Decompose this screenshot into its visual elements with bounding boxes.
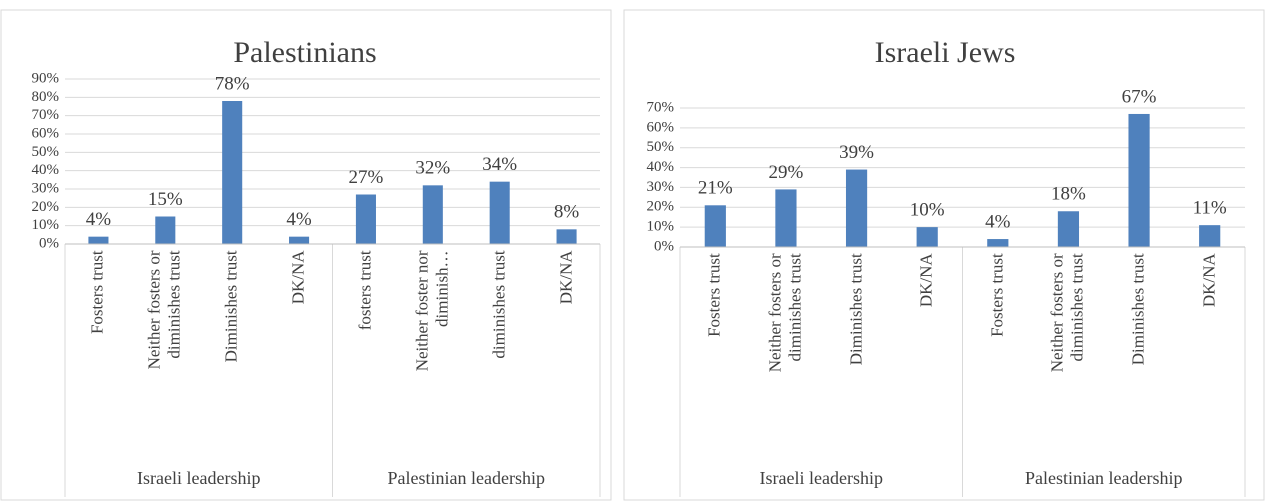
y-tick-label: 40% [647, 159, 675, 175]
chart-frame [0, 9, 612, 501]
data-label: 78% [215, 73, 250, 94]
y-tick-label: 30% [647, 179, 675, 195]
bar [222, 101, 243, 244]
y-tick-label: 50% [647, 139, 675, 155]
data-label: 8% [554, 202, 580, 223]
data-label: 29% [769, 162, 804, 183]
data-label: 27% [349, 167, 384, 188]
bar [422, 185, 443, 244]
bar [916, 227, 938, 247]
group-label: Israeli leadership [137, 468, 260, 488]
y-tick-label: 0% [654, 238, 674, 254]
x-tick-label: Diminishes trust [1129, 253, 1149, 365]
x-tick-label: DK/NA [1199, 253, 1219, 307]
bar [556, 229, 577, 244]
bar [355, 194, 376, 244]
y-tick-label: 10% [32, 217, 60, 233]
data-label: 67% [1122, 86, 1157, 107]
x-tick-label: DK/NA [556, 250, 576, 304]
group-label: Palestinian leadership [1025, 468, 1182, 488]
x-tick-label: DK/NA [289, 250, 309, 304]
y-tick-label: 80% [32, 89, 60, 105]
y-tick-label: 50% [32, 144, 60, 160]
x-tick-label: Fosters trust [705, 253, 725, 337]
bar [88, 236, 109, 244]
bar [155, 216, 176, 244]
x-tick-label: Fosters trust [88, 250, 108, 334]
group-label: Israeli leadership [760, 468, 883, 488]
y-tick-label: 90% [32, 70, 60, 86]
x-tick-label: Fosters trust [987, 253, 1007, 337]
x-tick-label: Neither fosters or diminishes trust [1048, 253, 1088, 372]
y-tick-label: 0% [39, 235, 59, 251]
bar [1057, 211, 1080, 247]
data-label: 4% [286, 209, 312, 230]
x-tick-label: fosters trust [355, 250, 375, 330]
chart-title: Palestinians [233, 36, 376, 69]
chart-frame [623, 9, 1265, 501]
y-tick-label: 20% [647, 199, 675, 215]
bar [1128, 113, 1150, 247]
data-label: 32% [415, 158, 450, 179]
bar [289, 236, 310, 244]
bar [845, 169, 868, 247]
x-tick-label: diminishes trust [489, 250, 509, 359]
bar [775, 189, 797, 247]
bar [704, 205, 726, 247]
y-tick-label: 70% [647, 99, 675, 115]
bar [489, 181, 510, 244]
y-tick-label: 70% [32, 107, 60, 123]
x-tick-label: Diminishes trust [222, 250, 242, 362]
data-label: 39% [839, 142, 874, 163]
data-label: 15% [148, 189, 183, 210]
chart-title: Israeli Jews [875, 36, 1016, 69]
data-label: 18% [1051, 184, 1086, 205]
data-label: 4% [985, 211, 1011, 232]
y-tick-label: 60% [32, 125, 60, 141]
data-label: 4% [86, 209, 112, 230]
bar [1199, 225, 1221, 247]
data-label: 34% [482, 154, 517, 175]
bar [987, 239, 1009, 247]
y-tick-label: 20% [32, 199, 60, 215]
x-tick-label: Neither fosters or diminishes trust [765, 253, 805, 372]
x-tick-label: Diminishes trust [846, 253, 866, 365]
x-tick-label: Neither foster nor diminish… [412, 250, 452, 371]
x-tick-label: DK/NA [917, 253, 937, 307]
x-tick-label: Neither fosters or diminishes trust [145, 250, 185, 369]
y-tick-label: 60% [647, 119, 675, 135]
y-tick-label: 40% [32, 162, 60, 178]
data-label: 10% [910, 200, 945, 221]
y-tick-label: 10% [647, 219, 675, 235]
y-tick-label: 30% [32, 180, 60, 196]
group-label: Palestinian leadership [388, 468, 545, 488]
data-label: 11% [1193, 198, 1227, 219]
data-label: 21% [698, 178, 733, 199]
